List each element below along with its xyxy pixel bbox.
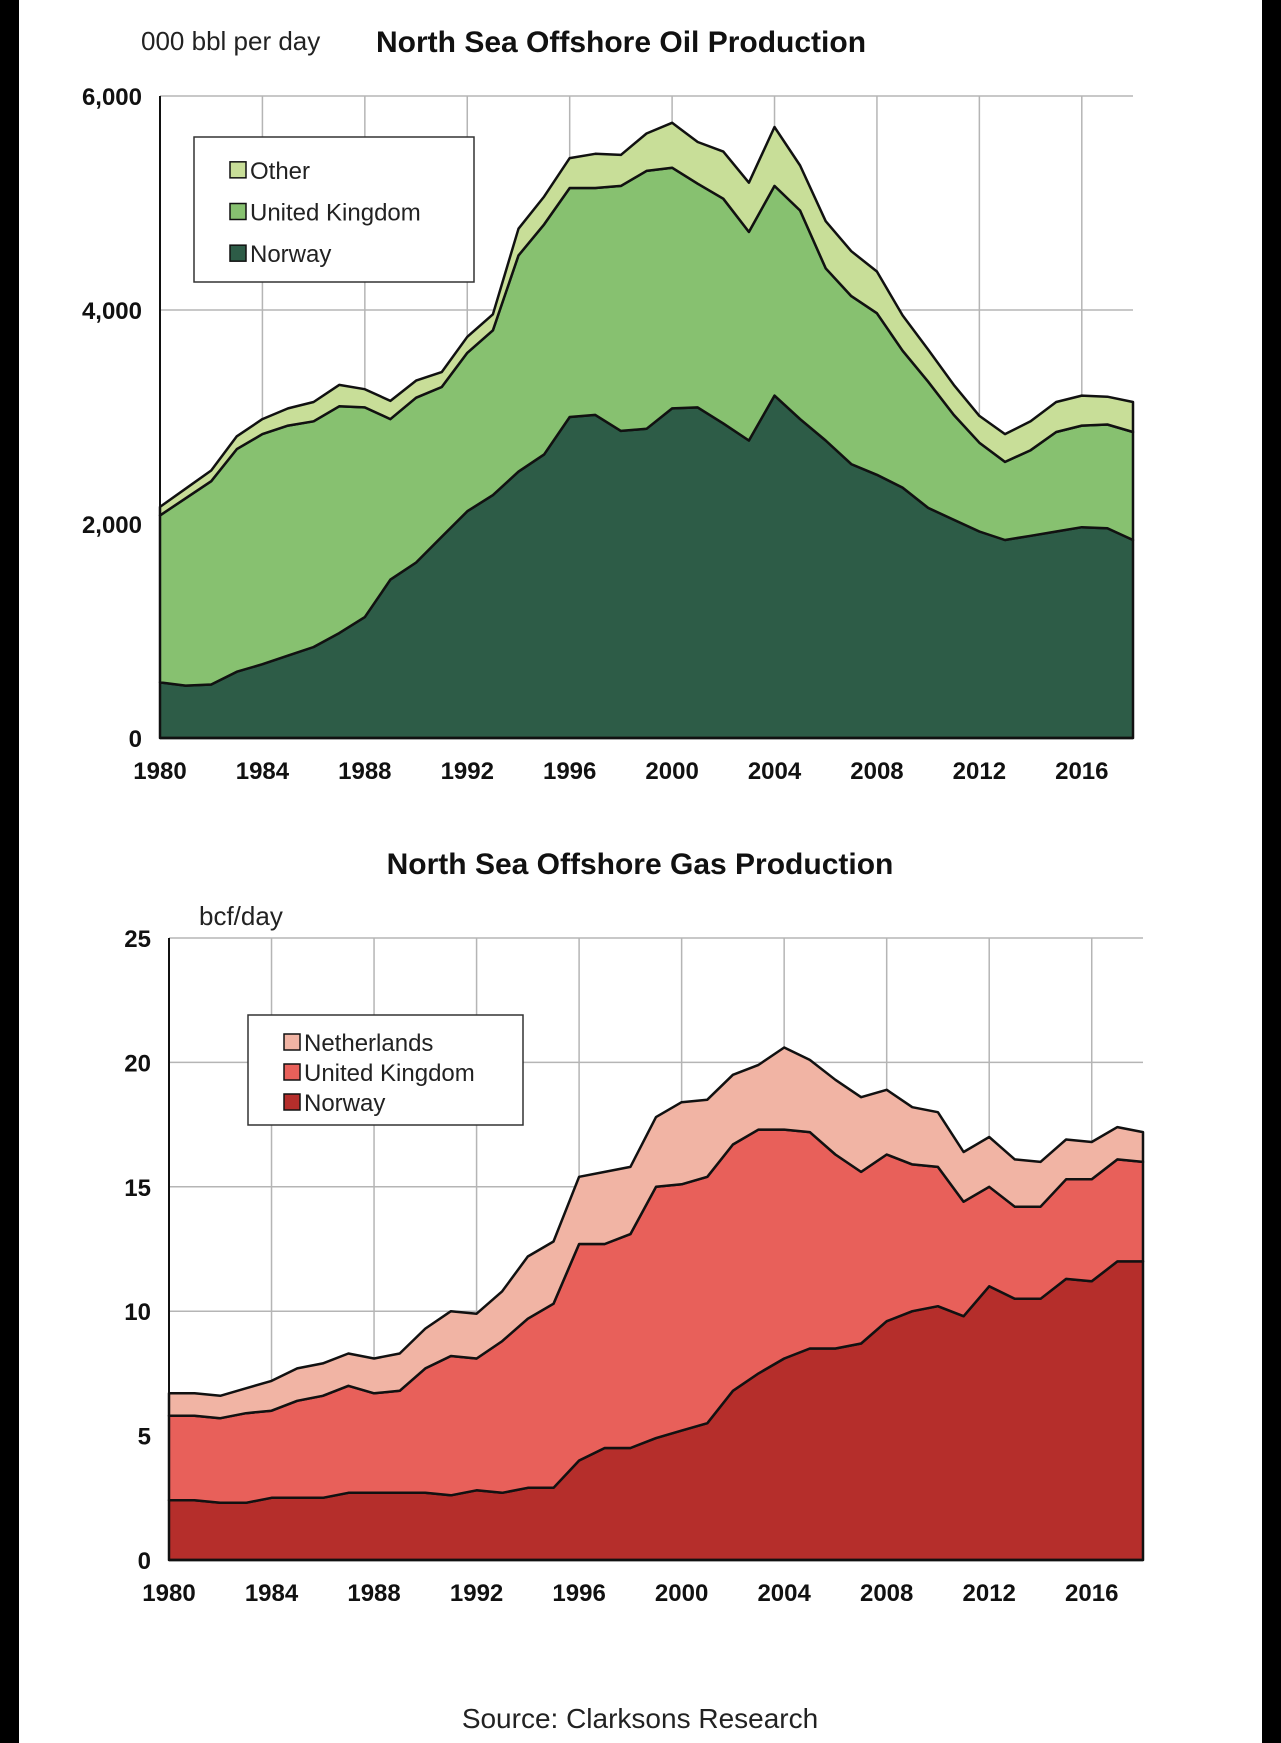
y-tick-label: 2,000	[82, 512, 142, 539]
area-other	[158, 121, 1135, 517]
legend-label: United Kingdom	[250, 200, 421, 227]
figure-canvas: 0 2,000 4,000 6,000 1980 1984 1988 1992 1996 2000…	[19, 0, 1262, 1743]
y-tick-label: 15	[124, 1175, 151, 1202]
y-axis-unit-label: bcf/day	[199, 901, 283, 931]
x-tick-label: 2004	[748, 758, 802, 785]
x-tick-label: 1992	[441, 758, 494, 785]
x-tick-label: 2012	[963, 1580, 1016, 1607]
x-tick-label: 1996	[543, 758, 596, 785]
chart-oil: 0 2,000 4,000 6,000 1980 1984 1988 1992 1996 2000…	[82, 26, 1135, 785]
legend-label: Norway	[304, 1090, 385, 1117]
legend-label: Netherlands	[304, 1030, 433, 1057]
legend-label: Other	[250, 158, 310, 185]
y-tick-label: 25	[124, 926, 151, 953]
x-tick-label: 2016	[1055, 758, 1108, 785]
chart-title: North Sea Offshore Gas Production	[387, 848, 894, 881]
legend-swatch	[229, 161, 247, 179]
x-tick-label: 2008	[860, 1580, 913, 1607]
x-tick-label: 2016	[1065, 1580, 1118, 1607]
legend-swatch	[229, 202, 247, 221]
legend: Netherlands United Kingdom Norway	[247, 1014, 524, 1126]
x-tick-label: 2012	[953, 758, 1006, 785]
x-tick-label: 1980	[142, 1580, 195, 1607]
x-tick-label: 1996	[552, 1580, 605, 1607]
y-tick-label: 0	[129, 726, 142, 753]
y-tick-label: 0	[138, 1548, 151, 1575]
x-tick-label: 1992	[450, 1580, 503, 1607]
x-tick-label: 1988	[347, 1580, 400, 1607]
x-tick-label: 1980	[133, 758, 186, 785]
y-tick-label: 10	[124, 1299, 151, 1326]
area-netherlands	[167, 1046, 1145, 1420]
y-axis-unit-label: 000 bbl per day	[141, 26, 320, 56]
y-tick-label: 20	[124, 1050, 151, 1077]
chart-title: North Sea Offshore Oil Production	[376, 26, 866, 59]
x-tick-label: 2000	[655, 1580, 708, 1607]
y-tick-label: 5	[138, 1424, 151, 1451]
legend-swatch	[229, 244, 247, 262]
y-tick-label: 4,000	[82, 298, 142, 325]
legend: Other United Kingdom Norway	[193, 136, 475, 283]
x-tick-label: 1984	[236, 758, 290, 785]
x-tick-label: 2008	[850, 758, 903, 785]
x-tick-label: 1984	[245, 1580, 299, 1607]
legend-swatch	[283, 1093, 301, 1111]
x-tick-label: 1988	[338, 758, 391, 785]
legend-swatch	[283, 1033, 301, 1051]
legend-label: Norway	[250, 241, 331, 268]
chart-gas: 0 5 10 15 20 25 1980 1984 1988 1992 1996 2000 2004 20…	[124, 848, 1145, 1607]
legend-swatch	[283, 1063, 301, 1081]
x-tick-label: 2000	[645, 758, 698, 785]
source-note: Source: Clarksons Research	[462, 1703, 818, 1734]
y-tick-label: 6,000	[82, 84, 142, 111]
legend-label: United Kingdom	[304, 1060, 475, 1087]
x-tick-label: 2004	[757, 1580, 811, 1607]
